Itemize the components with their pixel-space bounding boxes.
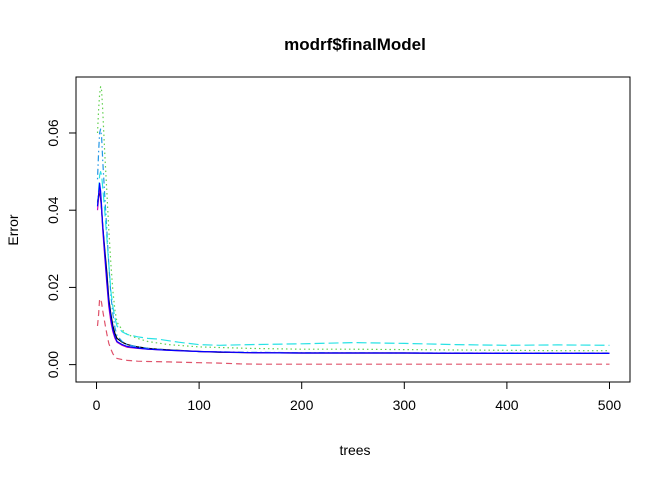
- x-axis: 0 100 200 300 400 500: [93, 381, 622, 413]
- y-tick-label: 0.06: [45, 119, 61, 146]
- series-line-5: [96, 171, 610, 346]
- x-tick-label: 0: [93, 397, 101, 413]
- x-axis-label: trees: [339, 442, 370, 458]
- y-axis-label: Error: [5, 214, 21, 245]
- chart-title: modrf$finalModel: [284, 35, 426, 54]
- series-line-2: [96, 298, 610, 365]
- y-axis: 0.00 0.02 0.04 0.06: [45, 119, 77, 378]
- series-line-1: [96, 190, 610, 354]
- y-tick-label: 0.00: [45, 351, 61, 378]
- series-line-3: [96, 86, 610, 352]
- series-line-7: [96, 182, 610, 354]
- x-tick-label: 200: [290, 397, 314, 413]
- x-tick-label: 400: [495, 397, 519, 413]
- plot-frame: [75, 76, 631, 383]
- x-tick-label: 100: [187, 397, 211, 413]
- x-tick-label: 500: [598, 397, 622, 413]
- series-line-6: [96, 186, 610, 354]
- y-tick-label: 0.04: [45, 196, 61, 223]
- series-layer: [96, 86, 610, 365]
- x-tick-label: 300: [393, 397, 417, 413]
- y-tick-label: 0.02: [45, 274, 61, 301]
- series-line-4: [96, 128, 610, 354]
